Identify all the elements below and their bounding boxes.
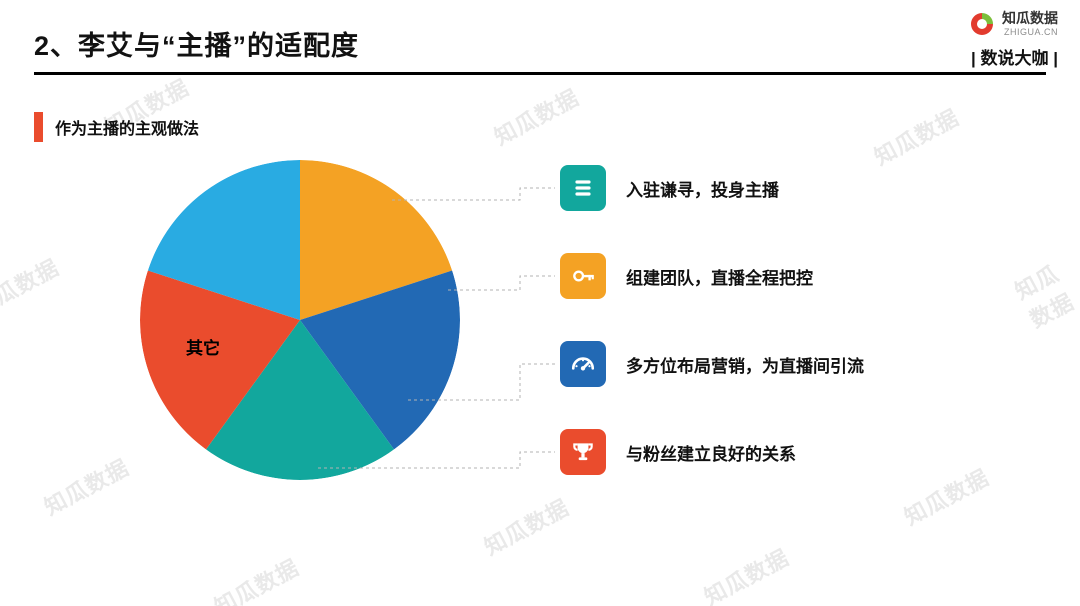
callout-list: 入驻谦寻，投身主播组建团队，直播全程把控多方位布局营销，为直播间引流与粉丝建立良… <box>560 165 864 517</box>
logo-brand-text: 知瓜数据 <box>1002 11 1058 26</box>
callout-item: 组建团队，直播全程把控 <box>560 253 864 299</box>
pie-center-label: 其它 <box>186 334 220 359</box>
logo-icon <box>968 10 996 38</box>
callout-item: 入驻谦寻，投身主播 <box>560 165 864 211</box>
callout-item: 多方位布局营销，为直播间引流 <box>560 341 864 387</box>
callout-text: 入驻谦寻，投身主播 <box>626 176 779 201</box>
stack-icon <box>560 165 606 211</box>
callout-text: 多方位布局营销，为直播间引流 <box>626 352 864 377</box>
pie-chart: 其它 <box>140 160 460 480</box>
key-icon <box>560 253 606 299</box>
page-title: 2、李艾与“主播”的适配度 <box>34 24 359 63</box>
brand-logo: 知瓜数据 ZHIGUA.CN | 数说大咖 | <box>968 10 1058 69</box>
subhead-text: 作为主播的主观做法 <box>55 115 199 139</box>
callout-text: 与粉丝建立良好的关系 <box>626 440 796 465</box>
gauge-icon <box>560 341 606 387</box>
slide: 知瓜数据知瓜数据知瓜数据知瓜数据知瓜数据知瓜数据知瓜数据知瓜数据知瓜数据知瓜数据… <box>0 0 1080 606</box>
subhead: 作为主播的主观做法 <box>34 112 199 142</box>
callout-item: 与粉丝建立良好的关系 <box>560 429 864 475</box>
logo-section-text: | 数说大咖 | <box>968 44 1058 69</box>
callout-text: 组建团队，直播全程把控 <box>626 264 813 289</box>
logo-domain-text: ZHIGUA.CN <box>1002 27 1058 37</box>
trophy-icon <box>560 429 606 475</box>
title-underline <box>34 72 1046 75</box>
subhead-accent-bar <box>34 112 43 142</box>
